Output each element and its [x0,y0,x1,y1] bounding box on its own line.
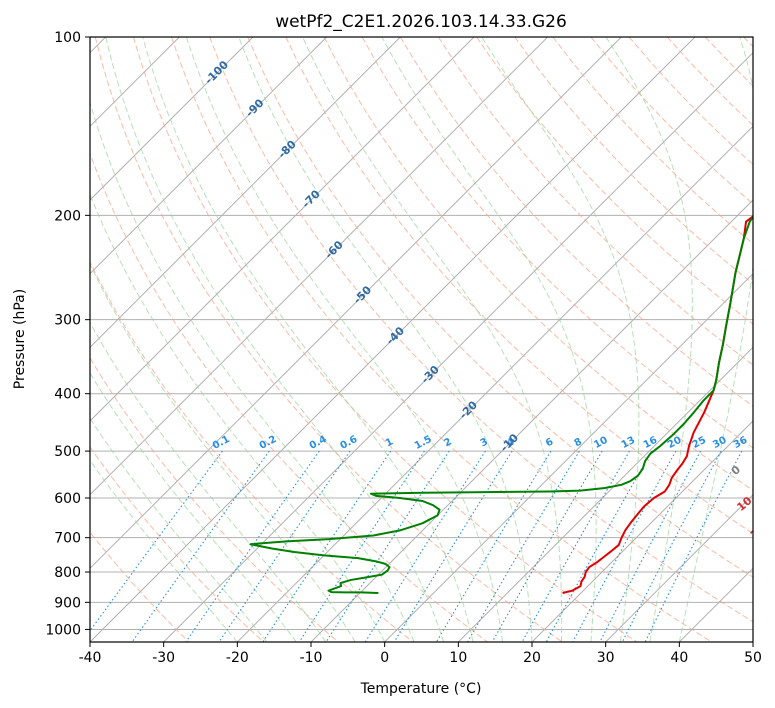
moist-adiabat-line [90,417,268,642]
dewpoint-line [249,215,753,595]
mixing-ratio-line [491,450,603,642]
mixing-ratio-label: 4 [505,436,516,449]
mixing-ratio-line [545,450,653,642]
dry-adiabat-line [90,152,488,642]
x-tick-label: 10 [449,650,467,666]
mixing-ratio-line [644,450,743,642]
isotherm-line [90,37,254,201]
dry-adiabat-line [399,37,753,407]
mixing-ratio-line [393,450,513,642]
plot-frame [89,36,754,643]
x-tick-label: 30 [597,650,615,666]
moist-adiabat-line [185,37,504,642]
moist-adiabat-line [90,263,356,642]
moist-adiabat-line [605,37,693,642]
mixing-ratio-line [521,450,630,642]
y-tick-label: 900 [54,595,81,611]
moist-adiabat-line [90,459,238,642]
dry-adiabat-line [438,37,753,366]
x-axis: -40 -30 -20 -10 0 10 20 30 40 50 [79,642,762,666]
dry-adiabat-line [247,37,753,578]
moist-adiabat-label: 10 [734,494,754,514]
moist-adiabat-line [238,37,533,642]
dry-adiabat-line [323,37,753,491]
y-tick-label: 600 [54,491,81,507]
isotherm-line [90,37,401,349]
moist-adiabat-line [381,37,597,642]
profiles [249,215,753,595]
moist-adiabat-label: 20 [748,522,768,542]
isotherm-line [457,346,753,642]
mixing-ratio-line [90,450,223,632]
moist-adiabat-line [678,37,753,642]
chart-title: wetPf2_C2E1.2026.103.14.33.G26 [275,12,567,32]
mixing-ratio-line [298,450,425,642]
mixing-ratio-label: 2 [442,436,453,449]
moist-adiabat-line [90,101,415,642]
x-tick-label: 40 [670,650,688,666]
isotherm-line [90,37,328,275]
y-tick-label: 300 [54,313,81,329]
dry-adiabat-line [171,37,713,642]
x-axis-label: Temperature (°C) [360,681,482,697]
dry-adiabat-line [361,37,753,449]
moist-adiabat-label: 30 [751,558,771,578]
mixing-ratio-line [599,450,702,642]
y-axis-label: Pressure (hPa) [12,289,28,389]
dry-adiabat-line [132,37,638,642]
background-lines [90,37,753,642]
mixing-ratio-label: 1 [384,436,395,449]
mixing-ratio-label: 6 [544,436,555,449]
isotherm-line [236,125,753,642]
isotherm-line [90,37,622,570]
mixing-ratio-label: 3 [479,436,490,449]
y-tick-label: 100 [54,30,81,46]
x-tick-label: 50 [744,650,762,666]
x-tick-label: 20 [523,650,541,666]
y-tick-label: 800 [54,565,81,581]
dry-adiabat-line [285,37,753,535]
y-axis: 100 200 300 400 500 600 700 800 900 1000 [45,30,90,638]
isotherm-line [605,493,753,642]
y-tick-label: 400 [54,387,81,403]
y-tick-label: 700 [54,531,81,547]
moist-adiabat-line [105,37,445,642]
x-tick-label: -40 [79,650,102,666]
mixing-ratio-line [572,450,677,642]
moist-adiabat-line [142,37,474,642]
y-tick-label: 200 [54,208,81,224]
mixing-ratio-line [621,450,722,642]
y-tick-label: 1000 [45,622,81,638]
moist-adiabat-line [90,372,297,642]
isotherm-line [90,37,696,642]
isotherm-line [90,37,475,422]
y-tick-label: 500 [54,444,81,460]
isotherm-line [384,272,753,642]
moist-adiabat-line [302,37,563,642]
mixing-ratio-line [262,450,392,642]
x-tick-label: 0 [380,650,389,666]
moist-adiabat-line [90,193,386,642]
moist-adiabat-line [481,37,640,642]
isotherm-line [90,37,549,496]
dry-adiabat-line [90,446,264,642]
mixing-ratio-line [218,450,351,642]
dry-adiabat-line [90,356,339,642]
isotherm-line [310,199,753,642]
isotherm-line [163,51,753,642]
dry-adiabat-line [209,37,753,623]
x-tick-label: -10 [300,650,323,666]
dry-adiabat-line [94,37,563,642]
x-tick-label: -30 [152,650,175,666]
mixing-ratio-line [185,450,320,642]
x-tick-label: -20 [226,650,249,666]
mixing-ratio-label: 8 [573,436,584,449]
isotherm-line [531,420,753,642]
